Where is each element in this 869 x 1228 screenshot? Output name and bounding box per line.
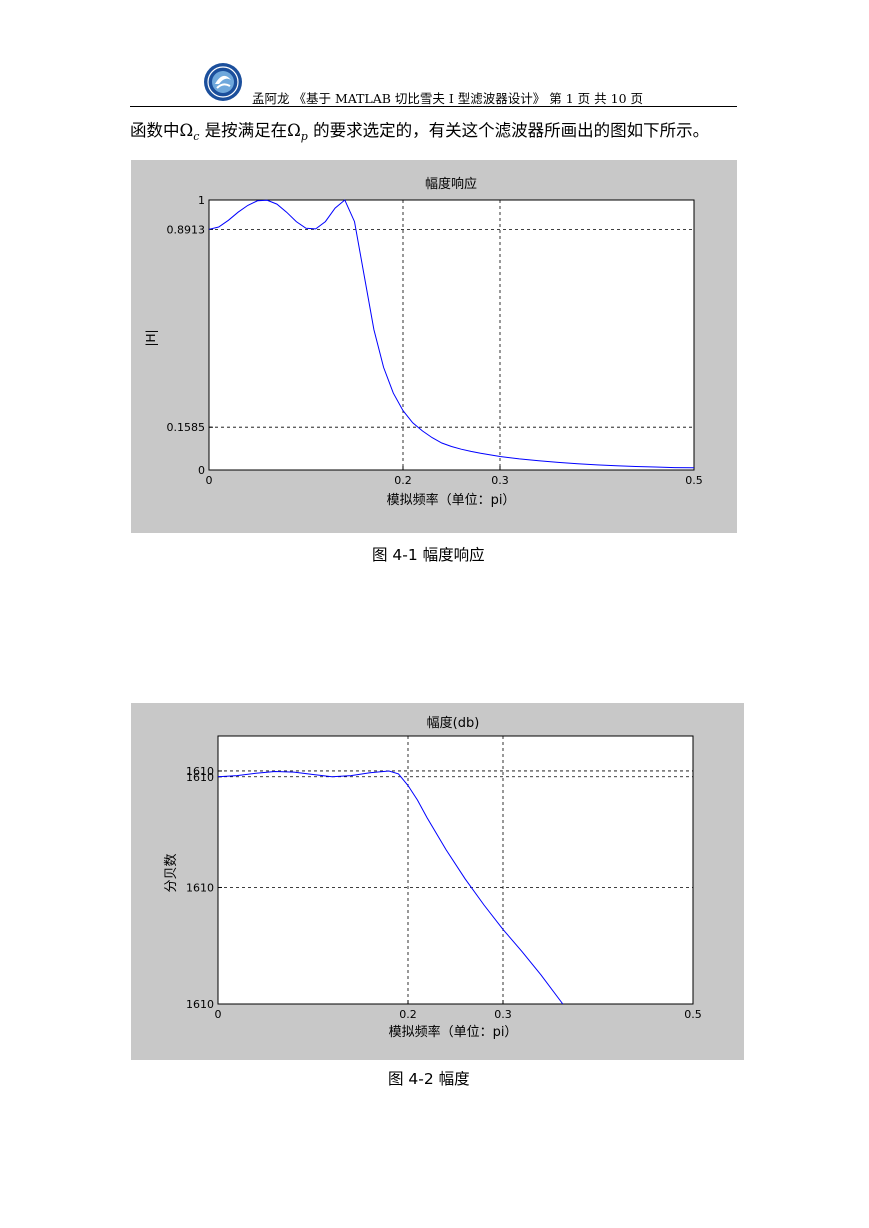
omega-symbol-2: Ω [287,121,301,140]
chart2-x-tick-label: 0.2 [399,1008,417,1021]
header-rule [130,106,737,107]
figure-1-panel: 幅度响应 模拟频率（单位：pi） |H| 0 0.2 0.3 0.5 0 0.1585 0.… [131,160,737,533]
chart-title: 幅度(db) [427,715,480,731]
chart2-y-tick-label: 1610 [186,998,214,1011]
figure-2-caption: 图 4-2 幅度 [388,1070,470,1088]
chart2-x-tick-label: 0.3 [494,1008,512,1021]
x-axis-label: 模拟频率（单位：pi） [389,1024,518,1040]
magnitude-db-chart: 幅度(db) 模拟频率（单位：pi） 分贝数 0 0.2 0.3 0.51610161… [164,715,702,1040]
page-header: 孟阿龙 《基于 MATLAB 切比雪夫 I 型滤波器设计》 第 1 页 共 10… [252,91,643,106]
figure-1-caption: 图 4-1 幅度响应 [372,546,485,564]
chart1-x-tick-label: 0.5 [685,474,703,487]
chart1-y-tick-label: 1 [198,194,205,207]
chart2-y-tick-label: 1610 [186,765,214,778]
y-axis-label: |H| [144,329,158,346]
chart2-y-tick-label: 1610 [186,881,214,894]
chart1-x-tick-label: 0.2 [394,474,412,487]
chart-title: 幅度响应 [425,176,477,192]
body-paragraph: 函数中Ωc 是按满足在Ωp 的要求选定的，有关这个滤波器所画出的图如下所示。 [130,117,709,144]
subscript-p: p [300,130,308,144]
chart1-x-tick-label: 0.3 [491,474,509,487]
magnitude-db-curve [217,770,564,1005]
body-text-post: 的要求选定的，有关这个滤波器所画出的图如下所示。 [307,121,710,140]
magnitude-response-chart: 幅度响应 模拟频率（单位：pi） |H| 0 0.2 0.3 0.5 0 0.1585 0.… [144,176,703,508]
omega-symbol: Ω [179,121,194,140]
body-text-pre: 函数中 [130,121,180,140]
chart2-x-tick-label: 0 [215,1008,222,1021]
y-axis-label: 分贝数 [164,853,179,892]
chart1-x-tick-label: 0 [206,474,213,487]
plot-area [217,735,694,1005]
chart2-y-tick-label: 1610 [186,771,214,784]
chart1-y-tick-label: 0.8913 [167,223,206,236]
x-axis-label: 模拟频率（单位：pi） [387,492,516,508]
chart2-x-tick-label: 0.5 [684,1008,702,1021]
university-logo-icon [204,63,242,101]
chart1-y-tick-label: 0.1585 [167,421,206,434]
magnitude-curve [208,199,695,469]
chart1-y-tick-label: 0 [198,464,205,477]
figure-2-panel: 幅度(db) 模拟频率（单位：pi） 分贝数 0 0.2 0.3 0.5 1610 161… [131,703,744,1060]
subscript-c: c [193,130,200,144]
plot-area [208,199,695,471]
body-text-mid: 是按满足在 [199,121,288,140]
